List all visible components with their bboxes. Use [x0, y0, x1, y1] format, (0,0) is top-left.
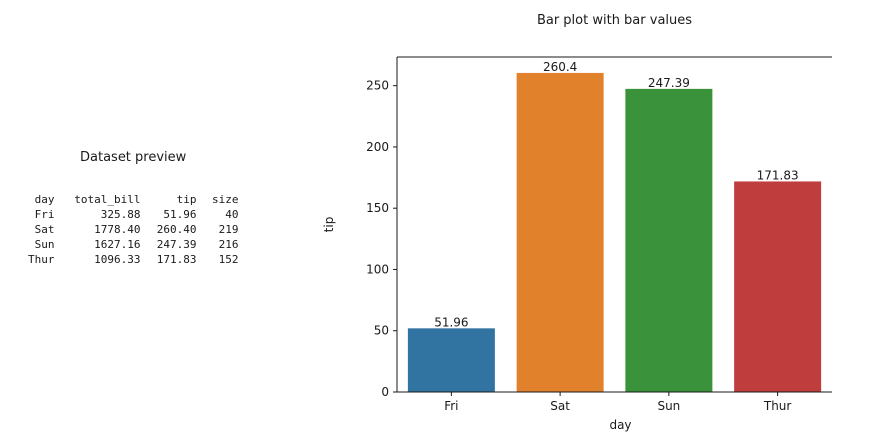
x-tick-label: Fri [444, 399, 458, 413]
y-axis: 0 50 100 150 200 250 [366, 56, 832, 399]
preview-cell: Fri [34, 208, 55, 221]
y-tick-label: 150 [366, 201, 389, 215]
bar-thur [734, 181, 822, 392]
x-tick-label: Sat [550, 399, 570, 413]
bar-value-label: 260.4 [543, 60, 577, 74]
bar-labels-group: 51.96 260.4 247.39 171.83 [434, 60, 798, 329]
preview-cell: 51.96 [163, 208, 197, 221]
bars-group [407, 72, 822, 393]
preview-header-cell: tip [176, 193, 197, 206]
preview-cell: 171.83 [156, 253, 197, 266]
preview-table: day total_bill tip size Fri 325.88 51.96… [28, 192, 239, 267]
x-axis: Fri Sat Sun Thur [397, 391, 832, 413]
table-row: Fri 325.88 51.96 40 [28, 207, 239, 222]
preview-header-row: day total_bill tip size [28, 192, 239, 207]
dataset-preview: Dataset preview day total_bill tip size … [0, 0, 300, 439]
y-axis-title: tip [322, 217, 336, 233]
x-tick-label: Thur [763, 399, 792, 413]
preview-header-cell: total_bill [74, 193, 141, 206]
preview-header-cell: day [34, 193, 55, 206]
bar-sat [516, 72, 604, 392]
bar-value-label: 247.39 [648, 76, 690, 90]
table-row: Sat 1778.40 260.40 219 [28, 222, 239, 237]
y-tick-label: 0 [381, 385, 389, 399]
preview-cell: Sun [34, 238, 55, 251]
preview-cell: 216 [218, 238, 239, 251]
preview-cell: 152 [218, 253, 239, 266]
preview-cell: 325.88 [100, 208, 141, 221]
x-tick-label: Sun [657, 399, 680, 413]
preview-cell: 1778.40 [94, 223, 141, 236]
bar-fri [407, 328, 495, 392]
preview-cell: 1627.16 [94, 238, 141, 251]
table-row: Sun 1627.16 247.39 216 [28, 237, 239, 252]
y-tick-label: 50 [374, 324, 389, 338]
table-row: Thur 1096.33 171.83 152 [28, 252, 239, 267]
preview-cell: 260.40 [156, 223, 197, 236]
preview-cell: 40 [225, 208, 239, 221]
preview-cell: 247.39 [156, 238, 197, 251]
bar-value-label: 51.96 [434, 315, 468, 329]
y-tick-label: 250 [366, 79, 389, 93]
x-axis-title: day [609, 418, 631, 432]
preview-cell: 219 [218, 223, 239, 236]
preview-cell: Sat [34, 223, 55, 236]
preview-header-cell: size [212, 193, 239, 206]
preview-cell: 1096.33 [94, 253, 141, 266]
preview-cell: Thur [28, 253, 55, 266]
bar-sun [625, 88, 713, 393]
y-tick-label: 200 [366, 140, 389, 154]
y-tick-label: 100 [366, 262, 389, 276]
preview-title: Dataset preview [80, 150, 187, 165]
bar-value-label: 171.83 [757, 168, 799, 182]
chart-title: Bar plot with bar values [537, 13, 692, 28]
